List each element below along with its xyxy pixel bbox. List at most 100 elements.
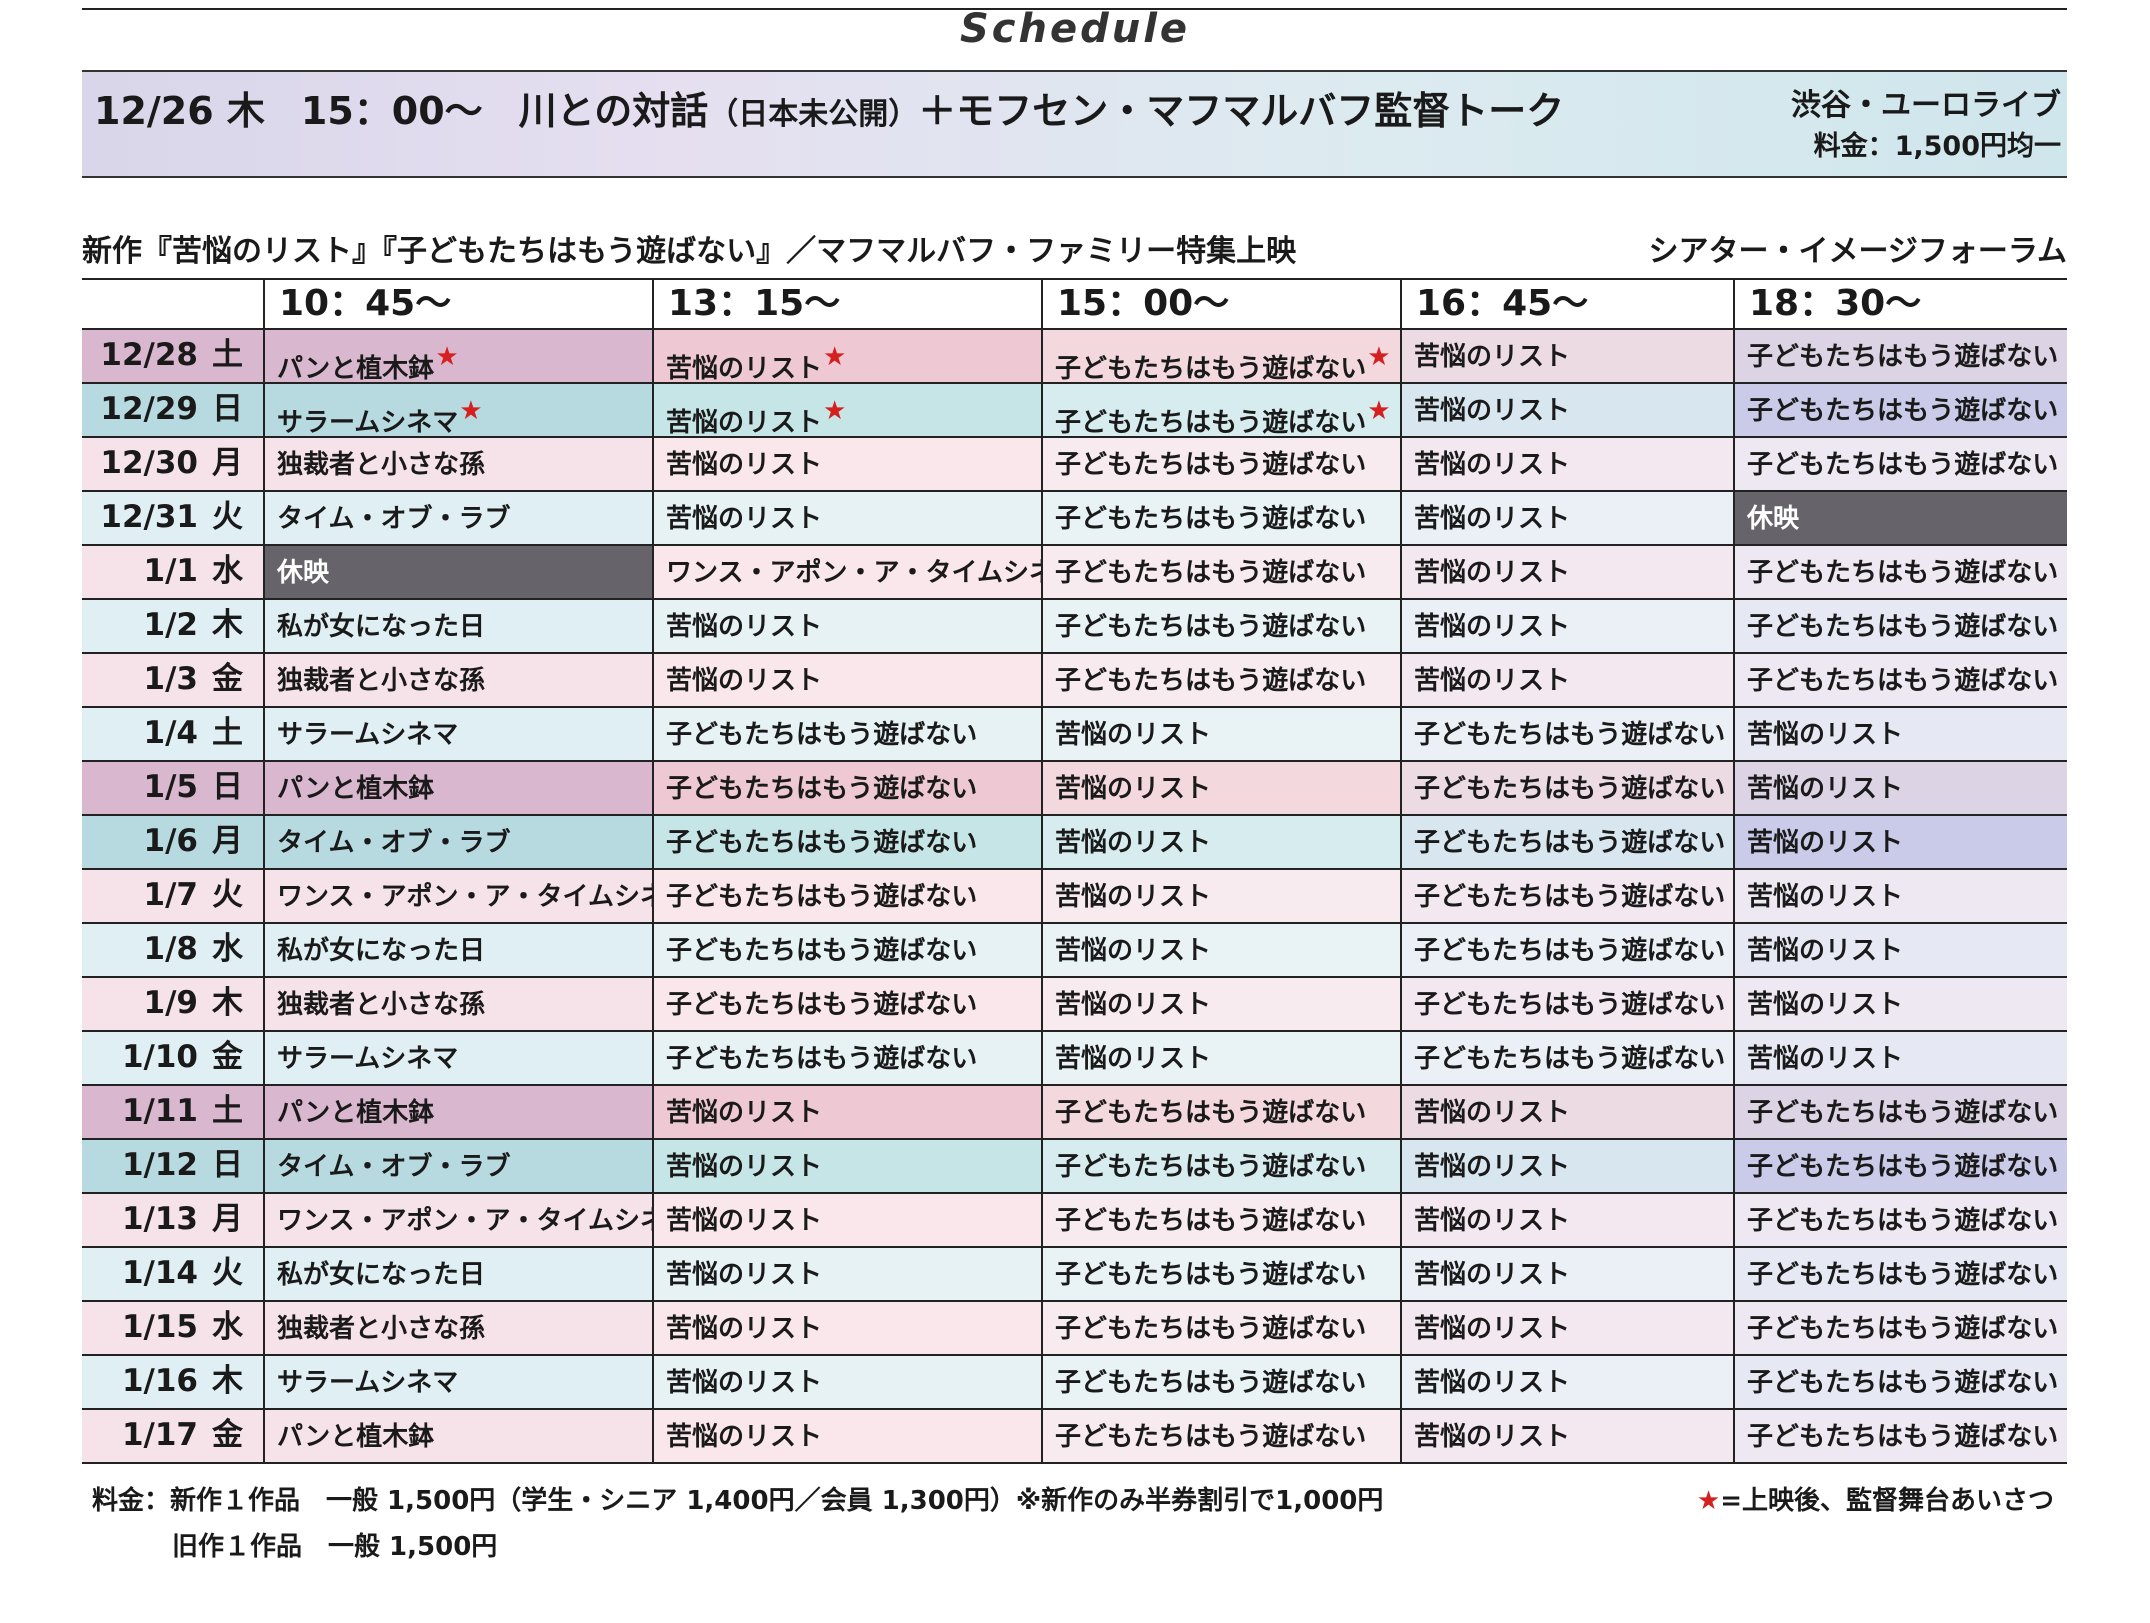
film-title: 子どもたちはもう遊ばない bbox=[1747, 666, 2059, 696]
film-title: 子どもたちはもう遊ばない bbox=[1747, 1098, 2059, 1128]
star-icon: ★ bbox=[1367, 396, 1391, 426]
row-date-text: 1/1 bbox=[143, 553, 198, 589]
row-date-text: 12/30 bbox=[100, 445, 198, 481]
screening-cell: 苦悩のリスト bbox=[1400, 600, 1733, 652]
film-title: 苦悩のリスト bbox=[1055, 720, 1212, 750]
series-heading: 新作『苦悩のリスト』『子どもたちはもう遊ばない』／マフマルバフ・ファミリー特集上… bbox=[82, 234, 1297, 269]
screening-cell: 苦悩のリスト bbox=[1733, 1032, 2067, 1084]
screening-cell: 子どもたちはもう遊ばない bbox=[1733, 1086, 2067, 1138]
film-title: パンと植木鉢 bbox=[277, 354, 435, 382]
film-title: 苦悩のリスト bbox=[1414, 396, 1571, 426]
film-title: 子どもたちはもう遊ばない bbox=[1414, 1044, 1726, 1074]
film-title: 苦悩のリスト bbox=[1055, 828, 1212, 858]
screening-cell: タイム・オブ・ラブ bbox=[263, 816, 652, 868]
row-weekday: 土 bbox=[212, 1093, 243, 1129]
screening-cell: 子どもたちはもう遊ばない bbox=[1041, 1302, 1400, 1354]
row-date: 1/10 金 bbox=[82, 1032, 263, 1084]
film-title: 子どもたちはもう遊ばない bbox=[666, 882, 978, 912]
screening-cell: 苦悩のリスト bbox=[1400, 1140, 1733, 1192]
screening-cell: 苦悩のリスト bbox=[1400, 1248, 1733, 1300]
film-title: サラームシネマ bbox=[277, 1368, 459, 1398]
screening-cell: 子どもたちはもう遊ばない bbox=[1041, 492, 1400, 544]
star-icon: ★ bbox=[435, 342, 459, 372]
table-row: 1/11 土 パンと植木鉢 苦悩のリスト 子どもたちはもう遊ばない 苦悩のリスト 子どもたち… bbox=[82, 1086, 2067, 1140]
table-row: 1/5 日パンと植木鉢 子どもたちはもう遊ばない 苦悩のリスト 子どもたちはもう遊ばない… bbox=[82, 762, 2067, 816]
row-date-text: 12/28 bbox=[100, 337, 198, 373]
row-weekday: 日 bbox=[212, 1147, 243, 1183]
film-title: 苦悩のリスト bbox=[1414, 504, 1571, 534]
closed-cell: 休映 bbox=[1733, 492, 2067, 544]
screening-cell: 子どもたちはもう遊ばない bbox=[652, 762, 1041, 814]
screening-cell: 苦悩のリスト bbox=[1400, 1086, 1733, 1138]
film-title: サラームシネマ bbox=[277, 408, 459, 436]
screening-cell: 苦悩のリスト bbox=[652, 1410, 1041, 1462]
screening-cell: 苦悩のリスト bbox=[652, 1248, 1041, 1300]
film-title: タイム・オブ・ラブ bbox=[277, 828, 511, 858]
screening-cell: パンと植木鉢★ bbox=[263, 330, 652, 382]
film-title: 苦悩のリスト bbox=[1414, 1098, 1571, 1128]
row-date-text: 12/29 bbox=[100, 391, 198, 427]
film-title: 独裁者と小さな孫 bbox=[277, 990, 486, 1020]
screening-cell: 子どもたちはもう遊ばない bbox=[1041, 654, 1400, 706]
screening-cell: 苦悩のリスト bbox=[1400, 384, 1733, 436]
series-venue: シアター・イメージフォーラム bbox=[1648, 234, 2068, 269]
film-title: 子どもたちはもう遊ばない bbox=[1747, 396, 2059, 426]
row-date: 1/15 水 bbox=[82, 1302, 263, 1354]
film-title: 苦悩のリスト bbox=[1055, 990, 1212, 1020]
screening-cell: 子どもたちはもう遊ばない bbox=[1733, 1194, 2067, 1246]
screening-cell: 苦悩のリスト bbox=[1041, 978, 1400, 1030]
row-weekday: 水 bbox=[212, 1309, 243, 1345]
table-row: 1/8 水私が女になった日 子どもたちはもう遊ばない 苦悩のリスト 子どもたちはもう遊ば… bbox=[82, 924, 2067, 978]
screening-cell: 子どもたちはもう遊ばない bbox=[1733, 1410, 2067, 1462]
film-title: 苦悩のリスト bbox=[666, 1314, 823, 1344]
screening-cell: 子どもたちはもう遊ばない bbox=[1400, 762, 1733, 814]
screening-cell: 子どもたちはもう遊ばない bbox=[652, 708, 1041, 760]
screening-cell: サラームシネマ bbox=[263, 1356, 652, 1408]
film-title: 子どもたちはもう遊ばない bbox=[1055, 450, 1367, 480]
screening-cell: 子どもたちはもう遊ばない bbox=[1041, 600, 1400, 652]
screening-cell: 子どもたちはもう遊ばない bbox=[1733, 438, 2067, 490]
film-title: 苦悩のリスト bbox=[666, 354, 823, 382]
table-row: 12/31 火 タイム・オブ・ラブ 苦悩のリスト 子どもたちはもう遊ばない 苦悩のリスト 休… bbox=[82, 492, 2067, 546]
film-title: 子どもたちはもう遊ばない bbox=[1747, 1260, 2059, 1290]
row-date: 1/5 日 bbox=[82, 762, 263, 814]
row-weekday: 土 bbox=[212, 337, 243, 373]
film-title: 独裁者と小さな孫 bbox=[277, 450, 486, 480]
star-legend: ★=上映後、監督舞台あいさつ bbox=[1697, 1480, 2054, 1517]
row-weekday: 金 bbox=[212, 661, 243, 697]
film-title: 独裁者と小さな孫 bbox=[277, 666, 486, 696]
screening-cell: 子どもたちはもう遊ばない bbox=[1733, 1356, 2067, 1408]
table-row: 1/17 金 パンと植木鉢 苦悩のリスト 子どもたちはもう遊ばない 苦悩のリスト 子どもたち… bbox=[82, 1410, 2067, 1464]
table-row: 1/3 金 独裁者と小さな孫 苦悩のリスト 子どもたちはもう遊ばない 苦悩のリスト 子どもた… bbox=[82, 654, 2067, 708]
star-icon: ★ bbox=[823, 396, 847, 426]
row-date-text: 1/14 bbox=[121, 1255, 198, 1291]
film-title: ワンス・アポン・ア・タイムシネマ bbox=[277, 882, 652, 912]
table-row: 1/10 金サラームシネマ 子どもたちはもう遊ばない 苦悩のリスト 子どもたちはもう遊ば… bbox=[82, 1032, 2067, 1086]
screening-cell: パンと植木鉢 bbox=[263, 1410, 652, 1462]
film-title: 苦悩のリスト bbox=[1414, 450, 1571, 480]
screening-cell: 子どもたちはもう遊ばない bbox=[652, 978, 1041, 1030]
screening-cell: 苦悩のリスト bbox=[652, 492, 1041, 544]
film-title: 苦悩のリスト bbox=[666, 1422, 823, 1452]
screening-cell: 子どもたちはもう遊ばない bbox=[1400, 708, 1733, 760]
screening-cell: 苦悩のリスト bbox=[1400, 492, 1733, 544]
film-title: 子どもたちはもう遊ばない bbox=[1414, 936, 1726, 966]
film-title: 子どもたちはもう遊ばない bbox=[1055, 612, 1367, 642]
table-body: 12/28 土パンと植木鉢★ 苦悩のリスト★ 子どもたちはもう遊ばない★ 苦悩のリスト子… bbox=[82, 330, 2067, 1464]
row-date-text: 12/31 bbox=[100, 499, 198, 535]
screening-cell: 苦悩のリスト bbox=[652, 1086, 1041, 1138]
film-title: 苦悩のリスト bbox=[1414, 666, 1571, 696]
row-date-text: 1/5 bbox=[143, 769, 198, 805]
screening-cell: 子どもたちはもう遊ばない bbox=[1733, 330, 2067, 382]
film-title: 苦悩のリスト bbox=[1747, 720, 1904, 750]
row-weekday: 木 bbox=[212, 985, 243, 1021]
star-icon: ★ bbox=[459, 396, 483, 426]
film-title: タイム・オブ・ラブ bbox=[277, 1152, 511, 1182]
film-title: 子どもたちはもう遊ばない bbox=[1055, 408, 1367, 436]
screening-cell: 子どもたちはもう遊ばない bbox=[652, 924, 1041, 976]
film-title: 苦悩のリスト bbox=[666, 1098, 823, 1128]
screening-cell: ワンス・アポン・ア・タイムシネマ bbox=[263, 1194, 652, 1246]
film-title: パンと植木鉢 bbox=[277, 1098, 435, 1128]
row-date: 12/28 土 bbox=[82, 330, 263, 382]
screening-cell: 独裁者と小さな孫 bbox=[263, 438, 652, 490]
